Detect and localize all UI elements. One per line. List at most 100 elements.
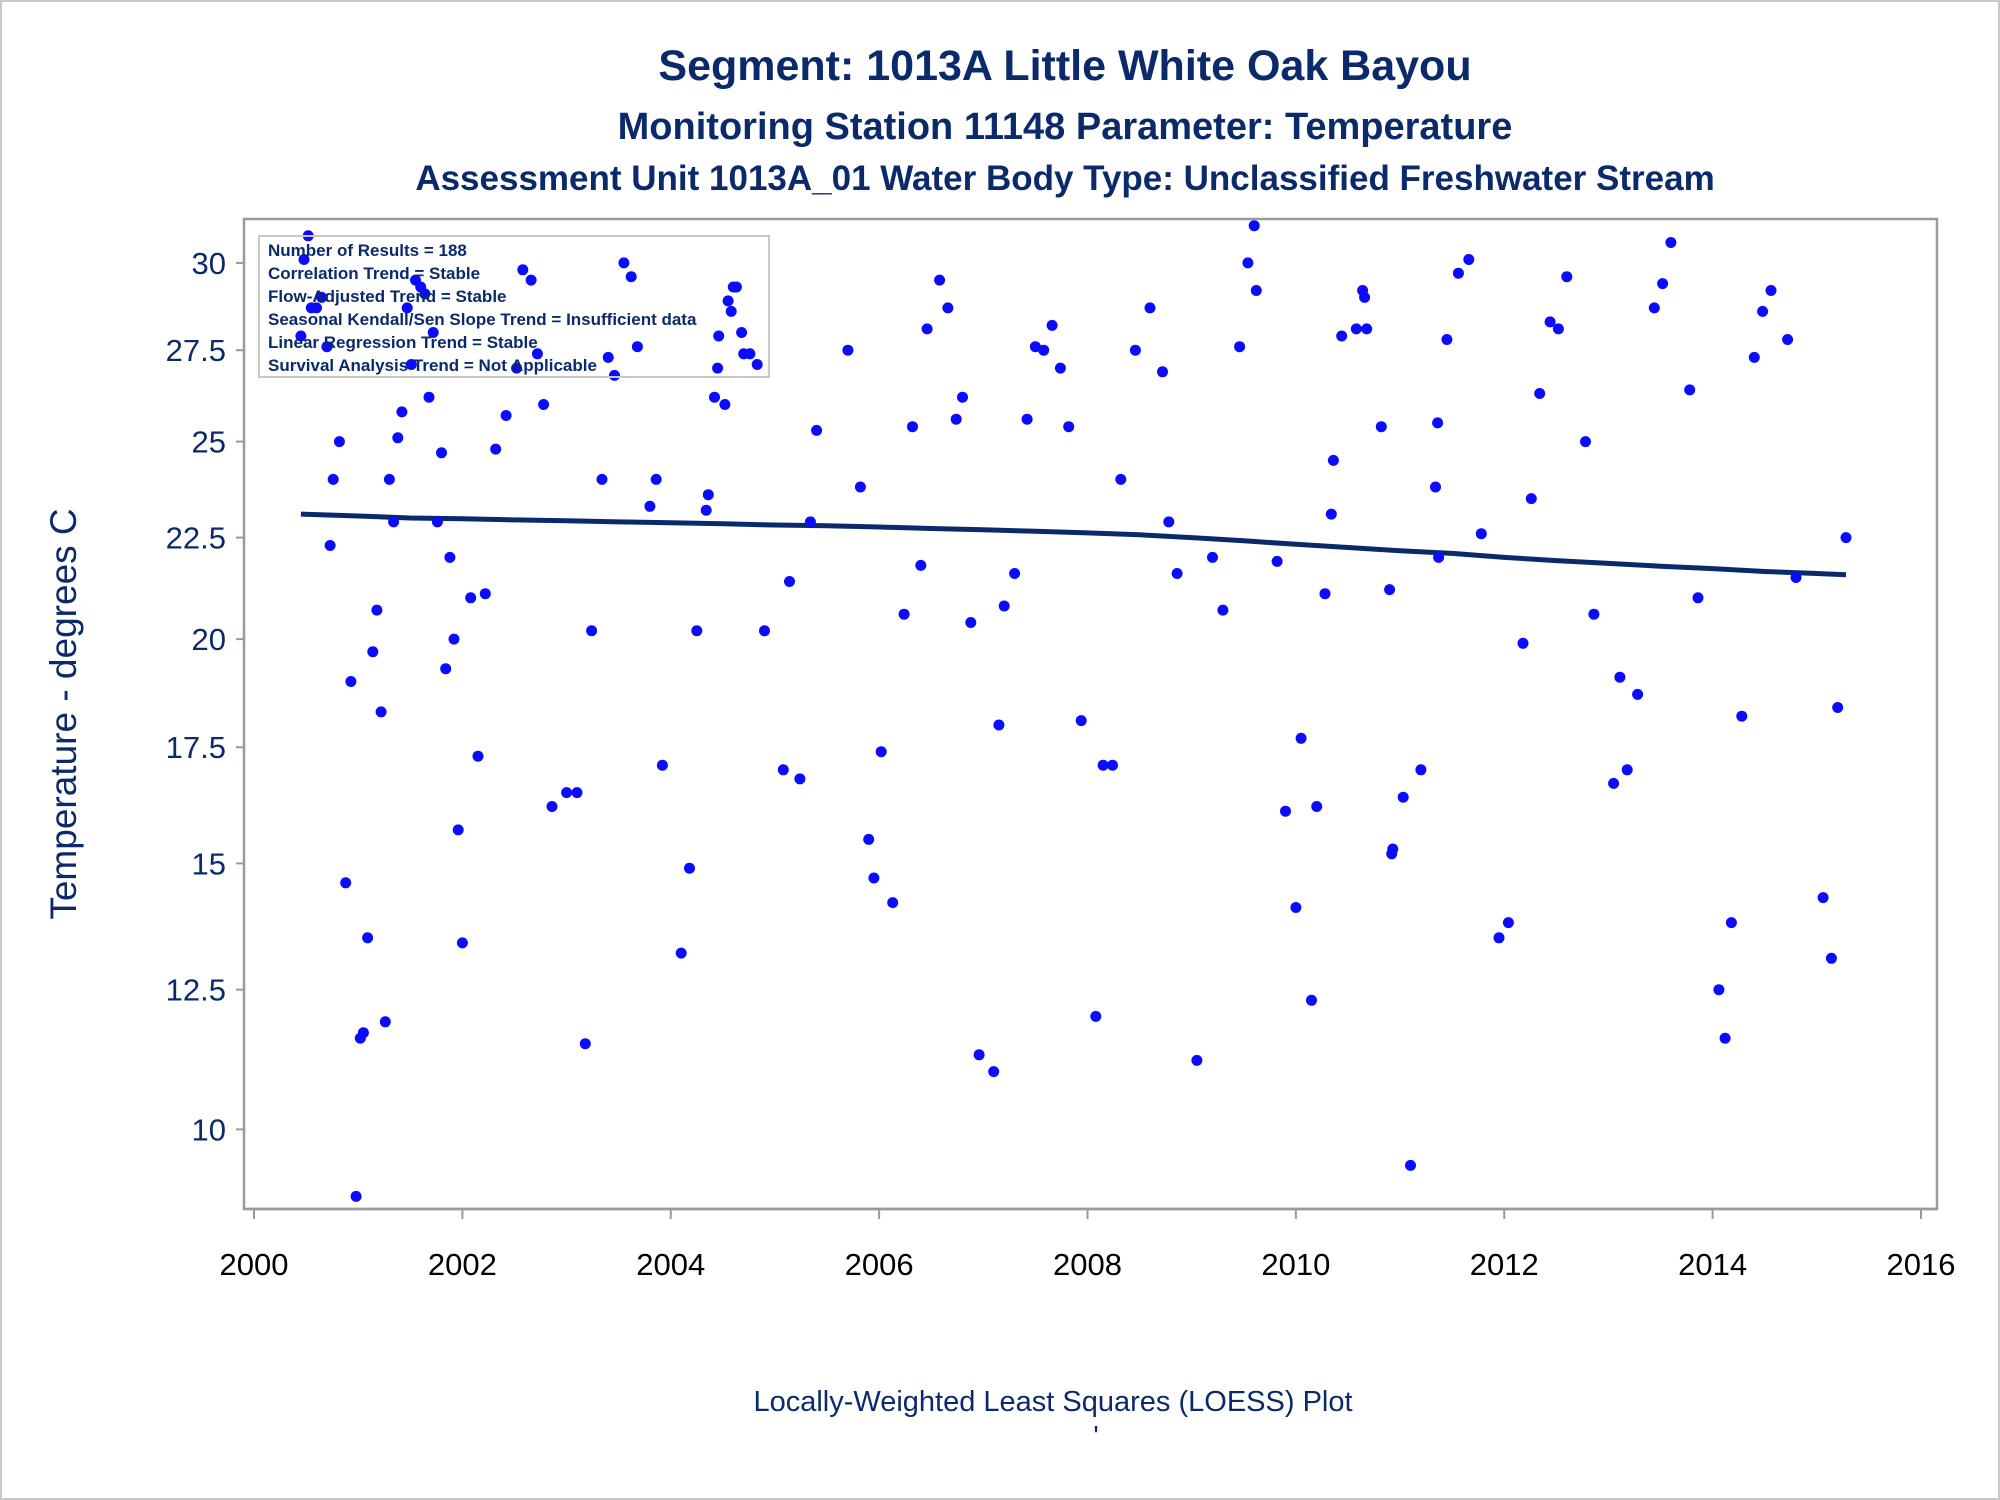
data-point [730,281,742,293]
data-point [875,746,887,758]
data-point [311,302,322,314]
data-point [1748,351,1760,363]
data-point [1713,984,1725,996]
data-point [1063,421,1075,433]
data-point [777,764,789,776]
data-point [650,473,662,485]
data-point [1384,584,1396,596]
data-point [1534,388,1546,399]
y-axis-label: Temperature - degrees C [43,508,84,919]
data-point [1817,892,1829,904]
data-point [1361,323,1373,335]
data-point [596,473,608,485]
data-point [691,625,703,637]
chart-subtitle-2: Assessment Unit 1013A_01 Water Body Type… [415,159,1714,198]
data-point [1129,344,1141,356]
data-point [371,604,383,616]
data-point [1684,384,1696,396]
legend-item-correlation: Correlation Trend = Stable [268,264,480,283]
chart-subtitle: Monitoring Station 11148 Parameter: Temp… [618,106,1513,148]
x-tick-label: 2006 [845,1247,914,1282]
y-tick-label: 25 [192,425,226,460]
legend-item-linear-regression: Linear Regression Trend = Stable [268,333,538,352]
data-point [1736,710,1748,722]
x-tick-label: 2000 [220,1247,289,1282]
data-point [444,551,456,563]
data-point [1790,572,1802,583]
data-point [396,406,408,418]
data-point [1405,1159,1416,1171]
data-point [586,625,598,637]
data-point [431,516,443,528]
data-point [1336,330,1348,342]
data-point [1632,688,1644,700]
data-point [1319,588,1331,600]
data-point [490,443,502,455]
data-point [1452,267,1464,279]
data-point [1665,237,1677,248]
data-point [863,833,875,845]
x-tick-label: 2004 [636,1247,705,1282]
data-point [571,787,583,799]
data-point [1115,473,1127,485]
x-axis: 2000 2002 2004 2006 2008 2010 2012 2014 2016 [220,1207,1955,1282]
y-tick-label: 12.5 [166,973,226,1008]
data-point [1757,305,1769,317]
y-tick-label: 17.5 [166,730,226,765]
data-point [401,302,413,314]
data-point [1311,801,1323,812]
data-point [1544,316,1556,328]
x-tick-label: 2014 [1678,1247,1747,1282]
data-point [367,646,379,658]
data-point [1250,285,1262,296]
data-point [934,274,946,286]
data-point [1144,302,1156,314]
data-point [1588,608,1600,620]
data-point [1782,334,1794,345]
legend-box [258,235,770,378]
footnote-mark: ' [1093,1421,1099,1453]
data-point [784,576,795,587]
data-point [479,588,491,600]
data-point [405,359,417,370]
data-point [1046,319,1058,331]
data-point [1234,341,1246,353]
data-point [1725,917,1737,929]
data-point [1825,952,1837,964]
data-point [362,932,374,944]
data-point [419,288,431,300]
data-point [709,391,720,403]
data-point [915,559,927,571]
data-point [722,295,734,307]
data-point [1021,413,1033,425]
data-point [998,600,1010,612]
data-point [625,271,637,283]
loess-trend-line [300,511,1847,578]
data-point [1163,516,1175,528]
data-point [898,608,910,620]
data-point [1280,805,1291,817]
data-point [295,330,307,342]
data-point [1009,568,1021,579]
data-point [1029,341,1041,353]
data-point [1375,421,1387,433]
data-point [375,706,387,718]
data-point [1608,777,1620,789]
data-point [1432,417,1444,429]
data-points [295,220,1852,1202]
data-point [887,897,899,909]
data-point [1075,715,1087,727]
data-point [1290,902,1302,913]
y-tick-label: 22.5 [166,521,226,556]
x-tick-label: 2010 [1261,1247,1330,1282]
data-point [324,540,336,551]
data-point [546,801,558,812]
data-point [725,305,737,317]
data-point [298,254,310,265]
data-point [1561,271,1573,283]
data-point [811,424,823,436]
trend-line-group [300,511,1847,578]
data-point [1525,493,1537,505]
